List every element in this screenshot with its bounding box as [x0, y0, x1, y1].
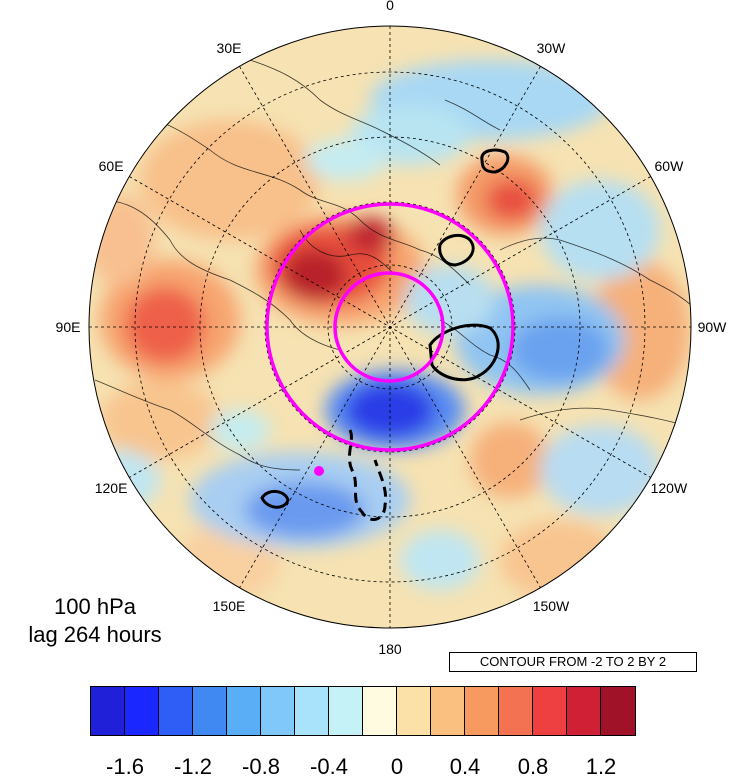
colorbar-box	[431, 687, 465, 735]
longitude-labels: 0 30W 60W 90W 120W 150W 180 150E 120E 90E 60E 30E	[56, 0, 728, 657]
colorbar-box	[329, 687, 363, 735]
longitude-label: 30W	[537, 40, 567, 56]
longitude-label: 120W	[651, 480, 688, 496]
graticule	[89, 26, 691, 628]
longitude-label: 0	[386, 0, 394, 13]
colorbar-label: -0.8	[242, 754, 280, 779]
anomaly-field	[89, 26, 691, 628]
colorbar-box	[397, 687, 431, 735]
colorbar-box	[363, 687, 397, 735]
colorbar-box	[159, 687, 193, 735]
magenta-marker	[314, 466, 324, 476]
longitude-label: 90W	[698, 319, 728, 335]
contour-note: CONTOUR FROM -2 TO 2 BY 2	[449, 652, 697, 672]
pressure-level-label: 100 hPa	[54, 594, 136, 619]
colorbar-box	[465, 687, 499, 735]
colorbar	[90, 686, 636, 736]
colorbar-box	[601, 687, 635, 735]
longitude-label: 60E	[99, 158, 124, 174]
contour-lines	[260, 148, 510, 521]
colorbar-label: 0.4	[449, 754, 481, 779]
longitude-label: 90E	[56, 319, 81, 335]
longitude-label: 150E	[213, 598, 246, 614]
lag-label: lag 264 hours	[28, 622, 162, 647]
coastlines	[94, 59, 691, 471]
longitude-label: 30E	[217, 40, 242, 56]
longitude-label: 60W	[655, 158, 685, 174]
colorbar-box	[295, 687, 329, 735]
colorbar-box	[499, 687, 533, 735]
highlight-circles	[265, 202, 515, 452]
colorbar-box	[533, 687, 567, 735]
longitude-label: 150W	[533, 598, 570, 614]
colorbar-label: -0.4	[310, 754, 348, 779]
colorbar-label: -1.6	[106, 754, 144, 779]
colorbar-label: -1.2	[174, 754, 212, 779]
colorbar-label: 0.8	[517, 754, 549, 779]
longitude-label: 180	[378, 641, 402, 657]
longitude-label: 120E	[95, 480, 128, 496]
colorbar-box	[261, 687, 295, 735]
colorbar-label: 0	[390, 754, 404, 779]
colorbar-box	[567, 687, 601, 735]
colorbar-label: 1.2	[585, 754, 617, 779]
colorbar-box	[91, 687, 125, 735]
map-border	[88, 25, 692, 629]
colorbar-box	[193, 687, 227, 735]
colorbar-box	[125, 687, 159, 735]
colorbar-box	[227, 687, 261, 735]
